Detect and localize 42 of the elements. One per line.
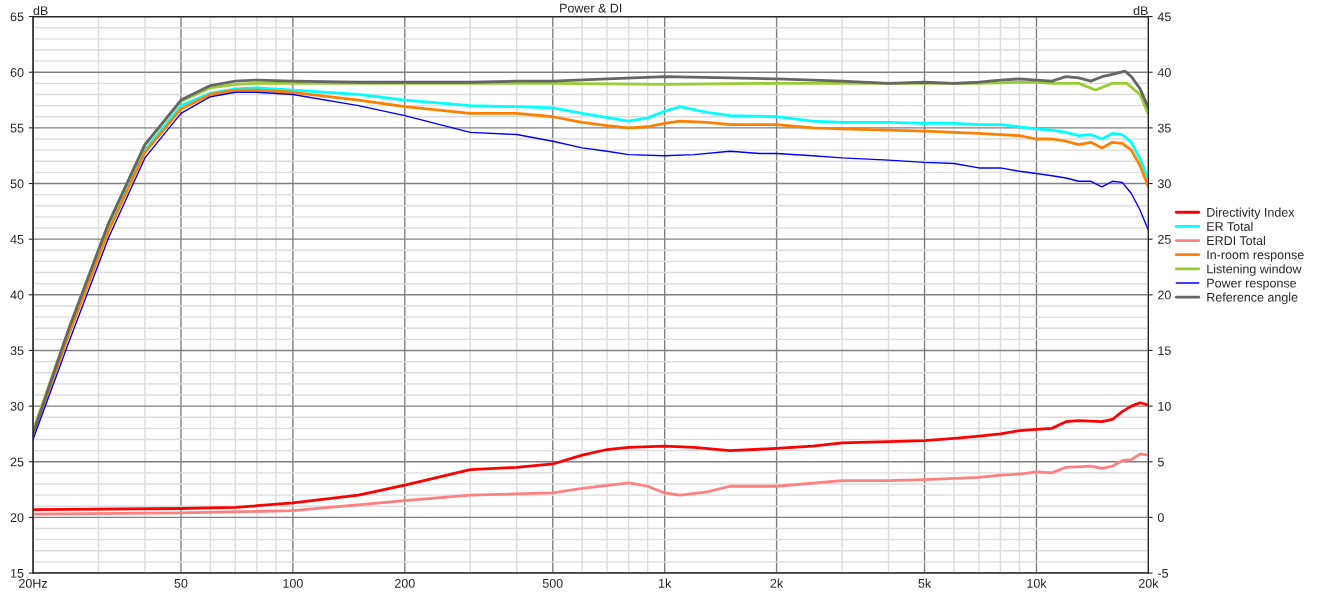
y-tick-label: 35 [10, 346, 24, 356]
y2-tick-label: 35 [1157, 123, 1171, 133]
legend-label: Listening window [1207, 264, 1302, 276]
x-tick-label: 200 [395, 578, 415, 588]
x-tick-label: 50 [174, 578, 188, 588]
y-tick-label: 40 [10, 290, 24, 300]
y2-tick-label: 40 [1157, 68, 1171, 77]
x-tick-label: 500 [542, 578, 563, 588]
y-tick-label: 15 [11, 568, 24, 578]
x-tick-label: 1k [659, 578, 672, 588]
x-tick-label: 20Hz [19, 578, 47, 588]
legend-label: ERDI Total [1207, 235, 1265, 246]
y2-tick-label: 15 [1158, 346, 1171, 356]
y2-tick-label: 10 [1158, 401, 1171, 411]
y-tick-label: 45 [10, 235, 24, 244]
y-tick-label: 30 [10, 401, 24, 411]
legend-label: Directivity Index [1207, 207, 1295, 220]
chart-title: Power & DI [560, 3, 622, 13]
legend-label: In-room response [1207, 250, 1304, 262]
y2-tick-label: 45 [1157, 12, 1171, 22]
x-tick-label: 20k [1138, 578, 1159, 588]
y-tick-label: 50 [10, 179, 24, 189]
y-tick-label: 20 [10, 513, 24, 523]
y-tick-label: 25 [10, 457, 24, 467]
y-axis-title: dB [33, 5, 48, 16]
y-tick-label: 60 [10, 68, 24, 77]
y2-tick-label: 5 [1157, 457, 1164, 467]
y2-tick-label: 0 [1157, 513, 1164, 523]
legend-label: Reference angle [1207, 292, 1298, 305]
x-tick-label: 5k [918, 578, 932, 588]
y2-tick-label: -5 [1157, 568, 1169, 578]
y-tick-label: 55 [10, 123, 24, 133]
y2-tick-label: 20 [1158, 290, 1171, 300]
y2-tick-label: 25 [1158, 234, 1171, 244]
x-tick-label: 2k [770, 578, 784, 588]
y-tick-label: 65 [10, 12, 24, 22]
y2-axis-title: dB [1133, 5, 1148, 16]
legend-label: Power response [1207, 278, 1297, 290]
legend-label: ER Total [1207, 221, 1253, 231]
x-tick-label: 10k [1027, 578, 1047, 588]
x-tick-label: 100 [283, 578, 303, 588]
y2-tick-label: 30 [1157, 179, 1171, 189]
